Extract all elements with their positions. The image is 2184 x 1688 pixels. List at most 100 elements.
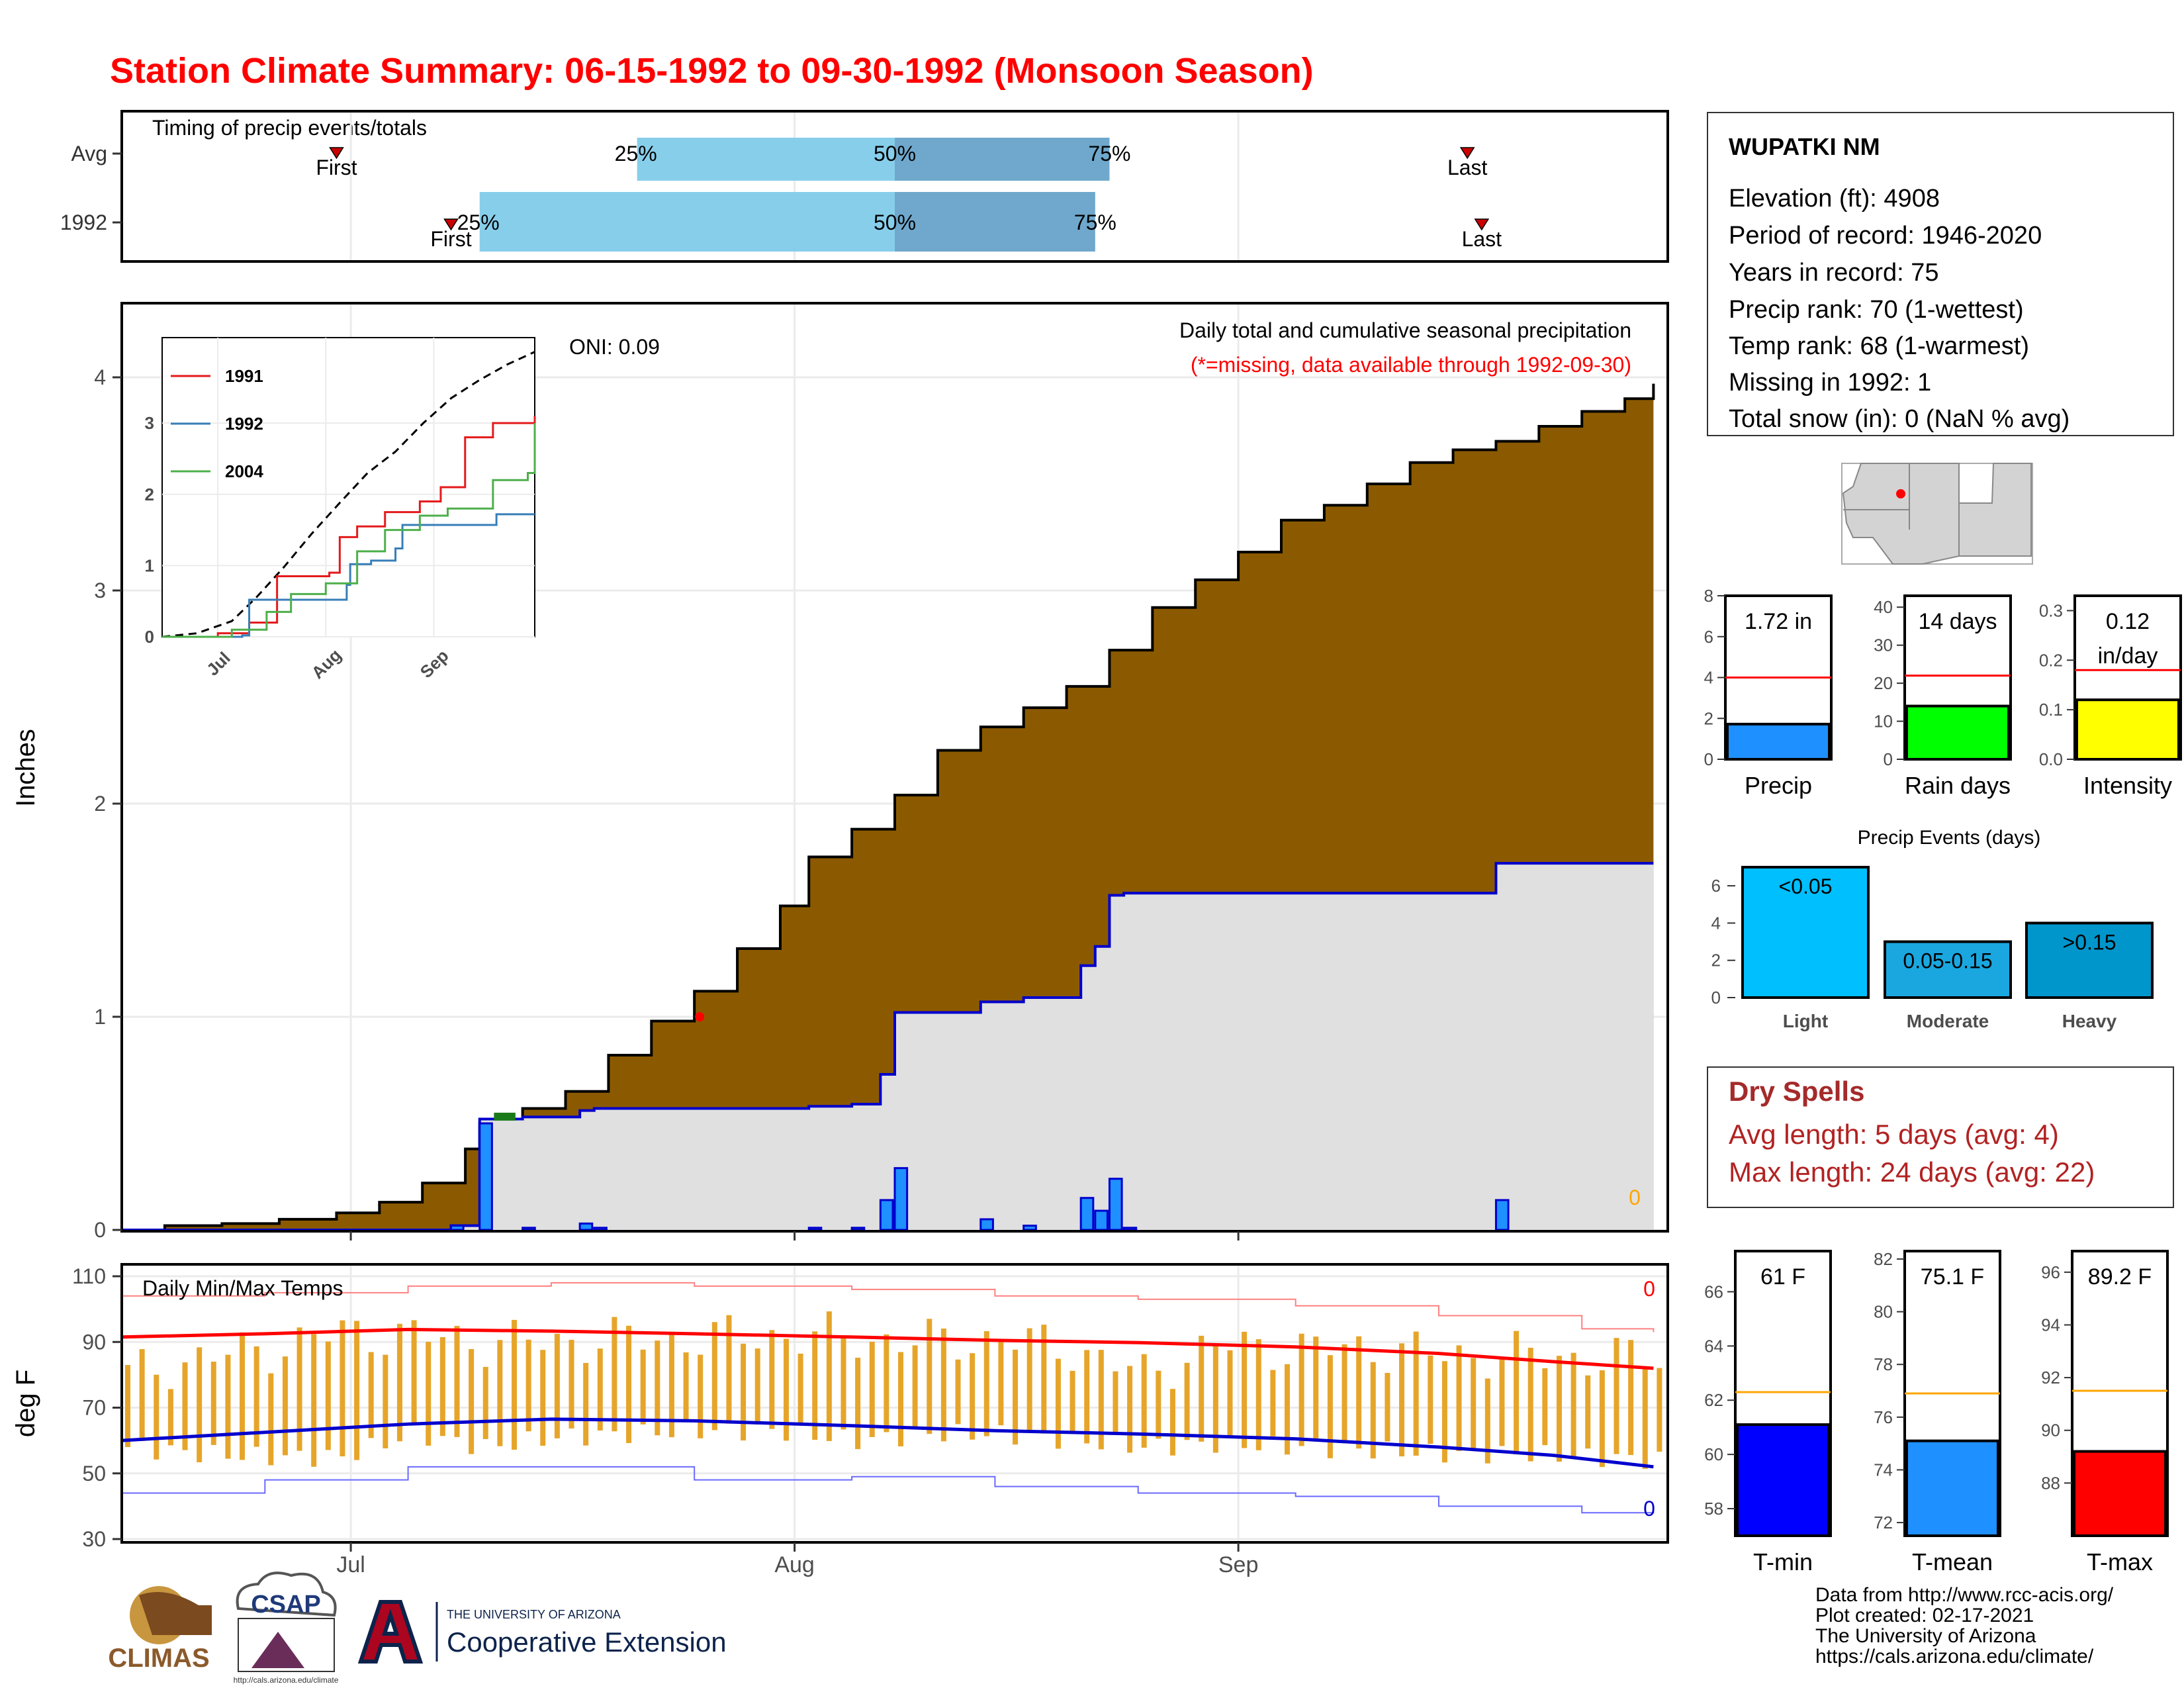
daily-temp-range-bar [726,1315,732,1424]
daily-temp-range-bar [325,1341,331,1450]
temp-summary-value-label-0: 61 F [1760,1264,1805,1289]
daily-temp-range-bar [983,1331,989,1436]
temp-summary-tick-label-1: 82 [1874,1249,1893,1269]
timing-bar-25-50-avg [637,138,895,181]
daily-temp-range-bar [841,1336,846,1430]
precip-events-chart: Precip Events (days) 0 2 4 6 <0.05 Light 0.05-0… [1711,827,2154,1031]
daily-temp-range-bar [383,1354,388,1448]
events-bar-label-0: <0.05 [1779,874,1833,898]
daily-temp-range-bar [1113,1371,1118,1435]
oni-label: ONI: 0.09 [569,335,660,359]
csap-url: http://cals.arizona.edu/climate [234,1675,339,1685]
daily-temp-range-bar [1570,1352,1576,1458]
inset-avg-line [161,351,535,638]
daily-temp-range-bar [340,1320,345,1457]
summary-tick-label-0: 4 [1704,668,1713,688]
events-bar-label-1: 0.05-0.15 [1903,949,1992,973]
daily-temp-range-bar [640,1349,646,1425]
credit-plot-created: Plot created: 02-17-2021 [1815,1605,2034,1626]
daily-temp-range-bar [512,1319,517,1450]
daily-temp-range-bar [282,1356,288,1456]
daily-temp-range-bar [225,1354,231,1459]
daily-precip-bar [578,1222,594,1231]
inset-y-tick-label: 1 [145,555,154,575]
daily-temp-range-bar [1556,1356,1562,1462]
daily-temp-range-bar [311,1334,317,1467]
daily-temp-range-bar [940,1328,946,1442]
events-title: Precip Events (days) [1858,827,2041,849]
daily-temp-range-bar [1055,1358,1061,1449]
daily-precip-bar [893,1167,909,1231]
temp-summary-tick-label-2: 94 [2041,1315,2060,1335]
daily-temp-range-bar [396,1323,402,1442]
temp-marks [121,1282,1662,1514]
dry-spells-box: Dry Spells Avg length: 5 days (avg: 4) M… [1707,1066,2174,1208]
daily-precip-bar [807,1227,823,1231]
daily-temp-range-bar [1628,1340,1634,1456]
daily-precip-bar [593,1227,608,1231]
row-label-avg: Avg [71,142,107,165]
temp-summary-tick-label-1: 74 [1874,1460,1893,1479]
station-location-marker [1896,489,1905,498]
dry-spells-frame [1707,1066,2174,1208]
inset-series-2004 [162,423,536,638]
record-low-line [122,1466,1655,1514]
daily-temp-range-bar [1385,1373,1390,1442]
temp-summary-tick-label-1: 78 [1874,1354,1893,1374]
timing-first-marker-avg [329,147,344,160]
daily-temp-range-bar [182,1362,188,1450]
daily-temp-range-bar [482,1366,488,1439]
station-missing: Missing in 1992: 1 [1729,369,1931,397]
daily-temp-range-bar [125,1364,130,1448]
summary-tick-label-1: 30 [1874,635,1893,655]
daily-temp-range-bar [1484,1378,1490,1464]
daily-temp-range-bar [454,1325,460,1437]
csap-mountain-icon [251,1632,304,1668]
daily-temp-range-bar [139,1349,145,1441]
daily-temp-range-bar [970,1353,976,1440]
daily-temp-range-bar [884,1334,889,1432]
temp-summary-tick-label-0: 62 [1704,1390,1723,1410]
daily-temp-range-bar [912,1345,918,1429]
temp-summary-bar-t-mean [1905,1439,1999,1538]
daily-temp-range-bar [1041,1325,1047,1434]
daily-temp-range-bar [197,1347,203,1463]
temp-y-axis-label: deg F [11,1370,40,1437]
temp-summary-tick-label-1: 80 [1874,1302,1893,1322]
station-temp-rank: Temp rank: 68 (1-warmest) [1729,332,2029,360]
summary-value-label-1: 14 days [1918,609,1997,634]
ua-block-a-icon [357,1600,424,1664]
temp-summary-bar-t-max [2073,1450,2167,1537]
temp-title: Daily Min/Max Temps [142,1276,343,1300]
summary-bar-intensity [2075,698,2180,761]
events-category-heavy: Heavy [2062,1011,2117,1031]
daily-temp-range-bar [1026,1328,1032,1433]
avg-tmax-line [121,1327,1654,1370]
csap-logo-text: CSAP [251,1591,321,1618]
daily-temp-range-bar [296,1327,302,1451]
dry-spells-title: Dry Spells [1729,1076,1864,1107]
station-precip-rank: Precip rank: 70 (1-wettest) [1729,296,2024,324]
daily-temp-range-bar [1441,1361,1447,1463]
daily-temp-range-bar [612,1317,617,1432]
daily-temp-range-bar [469,1349,475,1454]
inset-legend-label-1991: 1991 [225,366,263,386]
climas-logo: CLIMAS [108,1586,212,1673]
station-frame [1707,112,2174,436]
daily-temp-range-bar [1542,1368,1548,1446]
summary-tick-label-2: 0.2 [2039,650,2063,670]
timing-p50-label-avg: 50% [874,142,916,165]
temp-corner-min: 0 [1643,1497,1655,1521]
daily-precip-bar [1023,1225,1037,1231]
cumulative-1992-area [122,863,1654,1230]
daily-temp-range-bar [1255,1339,1261,1450]
dry-spells-avg: Avg length: 5 days (avg: 4) [1729,1119,2059,1150]
daily-temp-range-bar [240,1332,246,1460]
precip-chart: Daily total and cumulative seasonal prec… [11,302,1669,1577]
daily-temp-range-bar [439,1336,445,1436]
events-category-light: Light [1783,1011,1828,1031]
daily-temp-range-bar [1527,1347,1533,1462]
inset-series-1992 [162,513,535,638]
summary-name-label-1: Rain days [1905,772,2011,799]
summary-tick-label-1: 0 [1884,749,1893,769]
